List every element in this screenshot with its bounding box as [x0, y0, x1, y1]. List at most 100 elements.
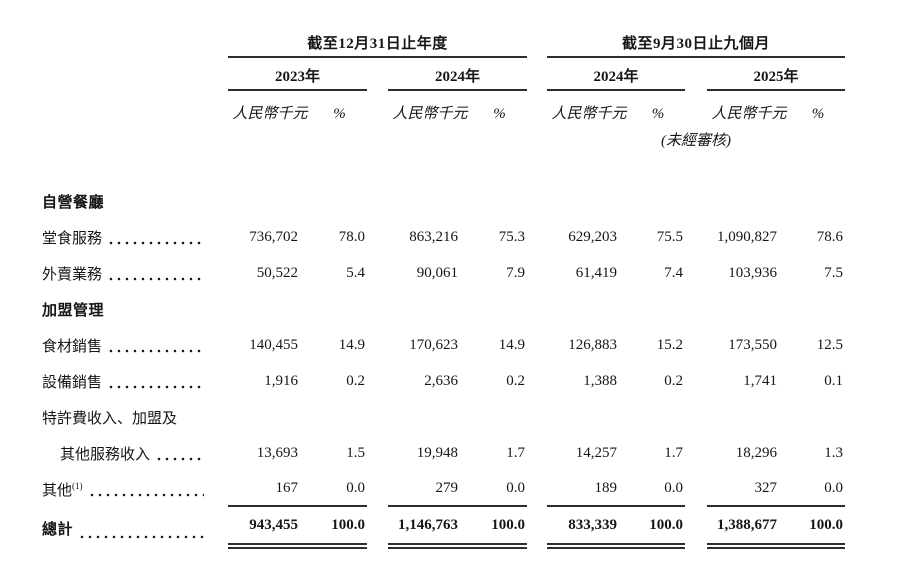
amount-cell: 2,636 — [424, 372, 458, 389]
table-header-unaudited: (未經審核) — [42, 124, 845, 150]
amount-cell: 1,916 — [264, 372, 298, 389]
prospectus-revenue-table-page: 截至12月31日止年度 截至9月30日止九個月 2023年 2024年 2024… — [0, 30, 902, 549]
unaudited-note: (未經審核) — [661, 133, 731, 149]
percent-cell: 100.0 — [472, 507, 527, 549]
dot-leader — [109, 384, 204, 390]
percent-cell: 100.0 — [791, 507, 845, 549]
dot-leader — [109, 276, 204, 282]
percent-cell: 0.0 — [472, 471, 527, 507]
unit-label: 人民幣千元 — [711, 106, 787, 122]
year-label-2024-nine-months: 2024年 — [547, 58, 685, 91]
percent-cell: 7.4 — [664, 264, 683, 281]
footnote-marker: (1) — [72, 480, 83, 491]
period-group-nine-months-label: 截至9月30日止九個月 — [547, 30, 845, 58]
dot-leader — [89, 492, 204, 498]
percent-cell: 0.2 — [664, 372, 683, 389]
row-label: 堂食服務 — [42, 230, 103, 247]
table-row: 外賣業務 50,522 5.4 90,061 7.9 61,419 7.4 103,936 7.… — [42, 255, 845, 291]
unit-label: 人民幣千元 — [392, 106, 468, 122]
percent-cell: 7.5 — [824, 264, 843, 281]
percent-cell: 12.5 — [816, 336, 843, 353]
percent-cell: 0.2 — [346, 372, 365, 389]
percent-cell: 0.0 — [791, 471, 845, 507]
table-header-units: 人民幣千元 % 人民幣千元 % 人民幣千元 % 人民幣千元 % — [42, 91, 845, 124]
row-label: 特許費收入、加盟及 — [42, 410, 178, 427]
unit-label: 人民幣千元 — [551, 106, 627, 122]
percent-cell: 78.6 — [816, 228, 843, 245]
row-label-cell: 設備銷售 — [42, 363, 228, 399]
table-row: 自營餐廳 — [42, 183, 845, 219]
table-row: 堂食服務 736,702 78.0 863,216 75.3 629,203 75.5 1,0… — [42, 219, 845, 255]
amount-cell: 173,550 — [728, 336, 777, 353]
amount-cell: 1,388,677 — [707, 507, 791, 549]
row-label: 食材銷售 — [42, 338, 103, 355]
table-row: 設備銷售 1,916 0.2 2,636 0.2 1,388 0.2 1,741 0.1 — [42, 363, 845, 399]
percent-cell: 75.5 — [656, 228, 683, 245]
row-label: 外賣業務 — [42, 266, 103, 283]
table-row: 總計 943,455 100.0 1,146,763 100.0 833,339 100.0… — [42, 507, 845, 549]
row-label-cell: 堂食服務 — [42, 219, 228, 255]
percent-cell: 78.0 — [338, 228, 365, 245]
dot-leader — [80, 534, 204, 540]
amount-cell: 279 — [388, 471, 472, 507]
percent-cell: 1.3 — [824, 444, 843, 461]
percent-cell: 7.9 — [506, 264, 525, 281]
row-label-cell: 其他(1) — [42, 471, 228, 507]
percent-label: % — [651, 106, 665, 122]
percent-cell: 0.1 — [824, 372, 843, 389]
amount-cell: 736,702 — [249, 228, 298, 245]
amount-cell: 629,203 — [568, 228, 617, 245]
year-label-2023: 2023年 — [228, 58, 367, 91]
table-body: 自營餐廳堂食服務 736,702 78.0 863,216 75.3 629,203 75.… — [0, 183, 902, 549]
percent-cell: 14.9 — [338, 336, 365, 353]
amount-cell: 103,936 — [728, 264, 777, 281]
table-row: 加盟管理 — [42, 291, 845, 327]
amount-cell: 61,419 — [575, 264, 617, 281]
amount-cell: 13,693 — [256, 444, 298, 461]
percent-cell: 14.9 — [498, 336, 525, 353]
row-label-cell: 特許費收入、加盟及 — [42, 399, 228, 435]
percent-cell: 5.4 — [346, 264, 365, 281]
amount-cell: 327 — [707, 471, 791, 507]
amount-cell: 1,090,827 — [717, 228, 777, 245]
percent-cell: 0.2 — [506, 372, 525, 389]
year-label-2024: 2024年 — [388, 58, 527, 91]
row-label-cell: 總計 — [42, 507, 228, 549]
row-label: 總計 — [42, 521, 74, 538]
row-label-cell: 食材銷售 — [42, 327, 228, 363]
row-label: 其他服務收入 — [60, 446, 151, 463]
percent-cell: 1.7 — [664, 444, 683, 461]
dot-leader — [109, 240, 204, 246]
amount-cell: 1,388 — [583, 372, 617, 389]
row-label-cell: 加盟管理 — [42, 291, 228, 327]
row-label: 其他(1) — [42, 480, 83, 499]
percent-cell: 100.0 — [312, 507, 367, 549]
percent-cell: 0.0 — [312, 471, 367, 507]
amount-cell: 1,741 — [743, 372, 777, 389]
amount-cell: 189 — [547, 471, 631, 507]
amount-cell: 1,146,763 — [388, 507, 472, 549]
amount-cell: 167 — [228, 471, 312, 507]
table-header-period-groups: 截至12月31日止年度 截至9月30日止九個月 — [42, 30, 845, 58]
percent-cell: 100.0 — [631, 507, 685, 549]
row-label: 加盟管理 — [42, 302, 105, 319]
amount-cell: 863,216 — [409, 228, 458, 245]
percent-cell: 75.3 — [498, 228, 525, 245]
amount-cell: 50,522 — [256, 264, 298, 281]
amount-cell: 19,948 — [416, 444, 458, 461]
percent-cell: 1.7 — [506, 444, 525, 461]
amount-cell: 126,883 — [568, 336, 617, 353]
amount-cell: 140,455 — [249, 336, 298, 353]
row-label-cell: 外賣業務 — [42, 255, 228, 291]
table-row: 其他(1) 167 0.0 279 0.0 189 0.0 327 0.0 — [42, 471, 845, 507]
amount-cell: 14,257 — [575, 444, 617, 461]
percent-cell: 0.0 — [631, 471, 685, 507]
row-label-cell: 自營餐廳 — [42, 183, 228, 219]
table-row: 食材銷售 140,455 14.9 170,623 14.9 126,883 15.2 173… — [42, 327, 845, 363]
amount-cell: 170,623 — [409, 336, 458, 353]
row-label: 設備銷售 — [42, 374, 103, 391]
dot-leader — [109, 348, 204, 354]
row-label-cell: 其他服務收入 — [42, 435, 228, 471]
period-group-annual-label: 截至12月31日止年度 — [228, 30, 527, 58]
table-header-years: 2023年 2024年 2024年 2025年 — [42, 58, 845, 91]
